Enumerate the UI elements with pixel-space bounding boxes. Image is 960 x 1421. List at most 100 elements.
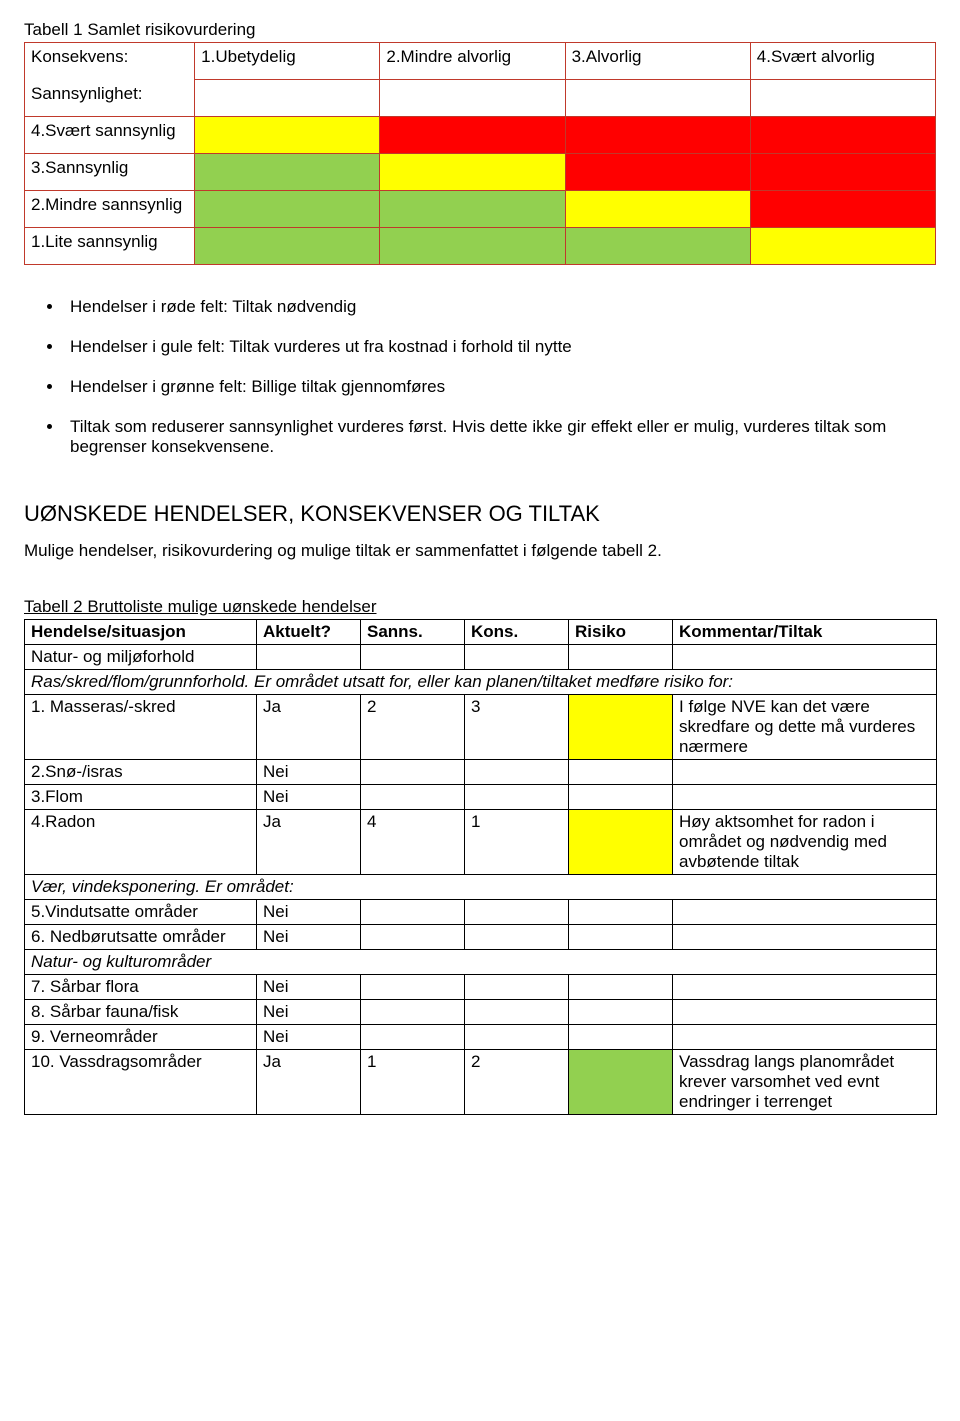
hazard-cell [673,1025,937,1050]
hazard-cell: 3 [465,695,569,760]
hazard-header: Kommentar/Tiltak [673,620,937,645]
hazard-cell [569,900,673,925]
hazard-cell [673,925,937,950]
consequence-header: 4.Svært alvorlig [750,43,935,80]
hazard-cell [673,900,937,925]
hazard-subgroup: Natur- og kulturområder [25,950,937,975]
risk-matrix-table: Konsekvens: 1.Ubetydelig 2.Mindre alvorl… [24,42,936,265]
hazard-cell [569,1050,673,1115]
hazard-cell [361,900,465,925]
hazard-header: Risiko [569,620,673,645]
hazard-cell [673,760,937,785]
bullet-item: Hendelser i grønne felt: Billige tiltak … [64,377,936,397]
hazard-header: Sanns. [361,620,465,645]
hazard-cell [465,1025,569,1050]
hazard-cell: 7. Sårbar flora [25,975,257,1000]
hazard-cell: Nei [257,785,361,810]
hazard-cell: Nei [257,925,361,950]
hazard-cell [465,785,569,810]
risk-cell [750,154,935,191]
hazard-cell [465,900,569,925]
hazard-table: Hendelse/situasjonAktuelt?Sanns.Kons.Ris… [24,619,937,1115]
hazard-cell: 8. Sårbar fauna/fisk [25,1000,257,1025]
hazard-header: Hendelse/situasjon [25,620,257,645]
hazard-cell: Nei [257,1000,361,1025]
hazard-cell: Nei [257,900,361,925]
hazard-cell: 10. Vassdragsområder [25,1050,257,1115]
hazard-cell: 9. Verneområder [25,1025,257,1050]
risk-cell [565,154,750,191]
hazard-cell [465,1000,569,1025]
hazard-cell: Ja [257,1050,361,1115]
hazard-cell: 1 [361,1050,465,1115]
hazard-cell: Nei [257,975,361,1000]
hazard-cell: 4.Radon [25,810,257,875]
risk-cell [750,228,935,265]
hazard-cell [361,925,465,950]
hazard-cell [361,760,465,785]
table1-title: Tabell 1 Samlet risikovurdering [24,20,936,40]
risk-cell [380,228,565,265]
hazard-cell [465,975,569,1000]
risk-cell [195,228,380,265]
hazard-cell: 2 [465,1050,569,1115]
hazard-cell: 1 [465,810,569,875]
hazard-subgroup: Ras/skred/flom/grunnforhold. Er området … [25,670,937,695]
consequence-header: 2.Mindre alvorlig [380,43,565,80]
risk-cell [750,191,935,228]
risk-cell [750,117,935,154]
consequence-header: 3.Alvorlig [565,43,750,80]
risk-cell [195,117,380,154]
hazard-cell [673,1000,937,1025]
risk-cell [380,191,565,228]
risk-cell [565,117,750,154]
hazard-cell [569,1000,673,1025]
consequence-header: 1.Ubetydelig [195,43,380,80]
likelihood-label: 2.Mindre sannsynlig [25,191,195,228]
hazard-cell: Nei [257,1025,361,1050]
risk-cell [195,154,380,191]
hazard-cell [569,695,673,760]
hazard-cell: I følge NVE kan det være skredfare og de… [673,695,937,760]
risk-cell [565,191,750,228]
hazard-cell [673,975,937,1000]
hazard-cell [673,785,937,810]
hazard-cell [569,1025,673,1050]
sannsynlighet-label: Sannsynlighet: [25,80,195,117]
hazard-cell [569,925,673,950]
hazard-cell: 6. Nedbørutsatte områder [25,925,257,950]
risk-cell [380,117,565,154]
bullet-item: Hendelser i røde felt: Tiltak nødvendig [64,297,936,317]
hazard-cell [569,975,673,1000]
table2-title: Tabell 2 Bruttoliste mulige uønskede hen… [24,597,936,617]
likelihood-label: 4.Svært sannsynlig [25,117,195,154]
hazard-cell [361,975,465,1000]
hazard-subgroup: Vær, vindeksponering. Er området: [25,875,937,900]
hazard-subhead: Natur- og miljøforhold [25,645,257,670]
hazard-cell: 2 [361,695,465,760]
hazard-cell [465,760,569,785]
risk-cell [565,228,750,265]
hazard-cell: Nei [257,760,361,785]
hazard-header: Kons. [465,620,569,645]
hazard-cell [361,1000,465,1025]
hazard-cell: 4 [361,810,465,875]
hazard-cell [569,760,673,785]
hazard-cell [361,1025,465,1050]
section2-heading: UØNSKEDE HENDELSER, KONSEKVENSER OG TILT… [24,501,936,527]
hazard-cell [569,810,673,875]
risk-cell [380,154,565,191]
bullet-list: Hendelser i røde felt: Tiltak nødvendig H… [64,297,936,457]
likelihood-label: 3.Sannsynlig [25,154,195,191]
risk-cell [195,191,380,228]
hazard-header: Aktuelt? [257,620,361,645]
hazard-cell: Ja [257,695,361,760]
bullet-item: Hendelser i gule felt: Tiltak vurderes u… [64,337,936,357]
hazard-cell: 2.Snø-/isras [25,760,257,785]
likelihood-label: 1.Lite sannsynlig [25,228,195,265]
hazard-cell [569,785,673,810]
konsekvens-label: Konsekvens: [25,43,195,80]
section2-intro: Mulige hendelser, risikovurdering og mul… [24,541,936,561]
hazard-cell: 1. Masseras/-skred [25,695,257,760]
hazard-cell [465,925,569,950]
